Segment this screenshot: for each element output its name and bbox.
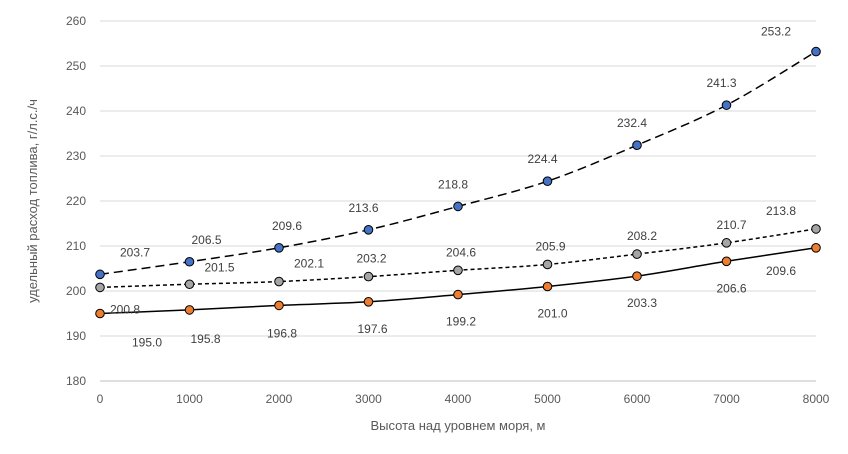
data-label: 199.2 xyxy=(446,315,476,329)
data-label: 195.0 xyxy=(132,336,162,350)
data-point xyxy=(184,256,195,267)
data-label: 203.7 xyxy=(120,245,150,259)
data-label: 206.5 xyxy=(191,233,221,247)
data-point xyxy=(95,308,105,319)
data-point xyxy=(542,281,553,292)
data-label: 210.7 xyxy=(716,218,746,232)
data-label: 203.3 xyxy=(627,296,657,310)
data-point xyxy=(184,279,195,290)
data-point xyxy=(453,289,463,300)
x-tick-label: 8000 xyxy=(803,392,830,406)
data-label: 205.9 xyxy=(535,239,565,253)
data-point xyxy=(632,140,642,150)
data-point xyxy=(363,225,374,235)
data-label: 209.6 xyxy=(272,219,302,233)
data-point xyxy=(95,269,105,280)
data-label: 253.2 xyxy=(761,25,791,39)
data-label: 196.8 xyxy=(267,326,297,340)
data-point xyxy=(721,238,732,248)
gridlines xyxy=(100,20,816,337)
y-tick-label: 210 xyxy=(66,239,86,253)
data-point xyxy=(721,100,732,110)
data-label: 213.8 xyxy=(766,204,796,218)
data-label: 202.1 xyxy=(294,257,324,271)
data-point xyxy=(274,300,284,311)
data-point xyxy=(453,201,463,212)
x-tick-labels: 0 1000 2000 3000 4000 5000 6000 7000 8000 xyxy=(97,392,830,406)
x-tick-label: 4000 xyxy=(445,392,472,406)
data-point xyxy=(542,176,553,186)
data-point xyxy=(632,271,642,281)
x-axis-title: Высота над уровнем моря, м xyxy=(371,418,546,433)
data-point xyxy=(721,256,732,267)
data-point xyxy=(453,265,463,276)
y-tick-label: 240 xyxy=(66,104,86,118)
data-label: 208.2 xyxy=(627,229,657,243)
x-tick-label: 7000 xyxy=(713,392,740,406)
data-point xyxy=(632,249,642,259)
y-tick-label: 180 xyxy=(66,374,86,388)
data-label: 201.0 xyxy=(537,307,567,321)
data-label: 204.6 xyxy=(446,245,476,259)
y-tick-label: 200 xyxy=(66,284,86,298)
x-tick-label: 0 xyxy=(97,392,104,406)
y-axis-title: удельный расход топлива, г/л.с./ч xyxy=(25,99,40,303)
data-label: 200.8 xyxy=(110,302,140,316)
data-point xyxy=(363,271,374,282)
data-label: 197.6 xyxy=(357,322,387,336)
data-point xyxy=(811,243,821,253)
data-label: 218.8 xyxy=(438,177,468,191)
data-point xyxy=(274,243,284,253)
data-label: 201.5 xyxy=(204,260,234,274)
data-label: 213.6 xyxy=(348,201,378,215)
data-point xyxy=(811,224,821,234)
data-point xyxy=(542,259,553,270)
y-tick-label: 250 xyxy=(66,59,86,73)
y-tick-label: 190 xyxy=(66,329,86,343)
x-tick-label: 5000 xyxy=(534,392,561,406)
series-group xyxy=(95,46,821,319)
data-label: 195.8 xyxy=(190,332,220,346)
x-tick-label: 1000 xyxy=(176,392,203,406)
data-point xyxy=(274,276,284,287)
y-tick-labels: 180 190 200 210 220 230 240 250 260 xyxy=(66,14,86,388)
x-tick-label: 6000 xyxy=(624,392,651,406)
y-tick-label: 230 xyxy=(66,149,86,163)
data-point xyxy=(184,305,195,315)
x-tick-label: 3000 xyxy=(355,392,382,406)
y-tick-label: 220 xyxy=(66,194,86,208)
data-label: 232.4 xyxy=(617,116,647,130)
data-label: 203.2 xyxy=(356,252,386,266)
data-label: 209.6 xyxy=(766,264,796,278)
data-point xyxy=(363,297,374,307)
y-tick-label: 260 xyxy=(66,14,86,28)
data-label: 206.6 xyxy=(716,281,746,295)
data-label: 224.4 xyxy=(527,152,557,166)
data-label: 241.3 xyxy=(706,76,736,90)
data-point xyxy=(811,46,821,57)
data-point xyxy=(95,282,105,293)
data-labels: 203.7 206.5 209.6 213.6 218.8 224.4 232.4 241.3… xyxy=(110,25,796,350)
x-tick-label: 2000 xyxy=(266,392,293,406)
